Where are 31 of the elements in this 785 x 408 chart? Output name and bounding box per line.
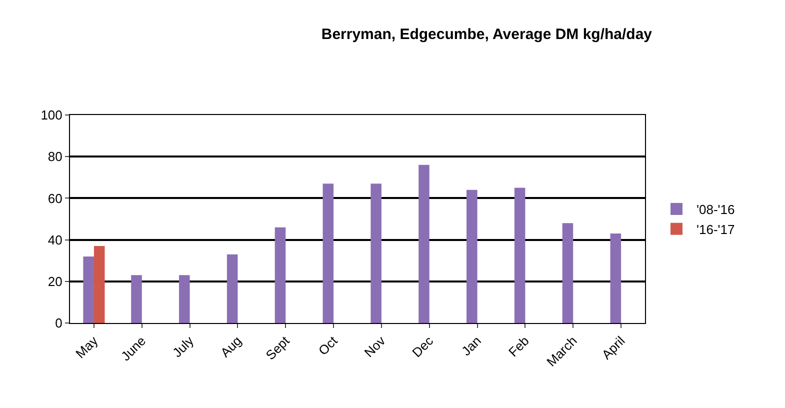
x-tick-label: July xyxy=(170,332,197,360)
legend-label: '08-'16 xyxy=(696,202,735,218)
bar xyxy=(94,246,105,323)
y-tick-label: 0 xyxy=(55,316,62,331)
bar xyxy=(514,188,526,323)
bar xyxy=(274,227,286,323)
bar xyxy=(418,164,430,323)
bar xyxy=(83,256,94,323)
y-tick-label: 20 xyxy=(48,274,62,289)
bar xyxy=(370,184,382,323)
y-tick-label: 60 xyxy=(48,190,62,206)
bar xyxy=(466,190,478,323)
x-tick-label: June xyxy=(118,333,149,364)
y-tick-label: 40 xyxy=(48,232,62,248)
bar xyxy=(131,275,142,323)
x-tick-label: Feb xyxy=(505,333,532,360)
bar xyxy=(562,223,574,323)
x-tick-label: Dec xyxy=(409,332,436,360)
x-tick-label: Aug xyxy=(217,333,244,360)
bar xyxy=(226,254,238,323)
x-tick-label: Jan xyxy=(458,333,484,359)
x-tick-label: Nov xyxy=(361,332,389,360)
chart-title: Berryman, Edgecumbe, Average DM kg/ha/day xyxy=(321,26,653,44)
bar xyxy=(610,234,622,323)
x-tick-label: Oct xyxy=(315,332,341,358)
bar xyxy=(179,275,190,323)
bar xyxy=(322,184,334,323)
y-tick-label: 80 xyxy=(48,149,62,164)
legend-label: '16-'17 xyxy=(696,222,735,237)
x-tick-label: May xyxy=(72,332,102,362)
y-tick-label: 100 xyxy=(40,108,62,123)
